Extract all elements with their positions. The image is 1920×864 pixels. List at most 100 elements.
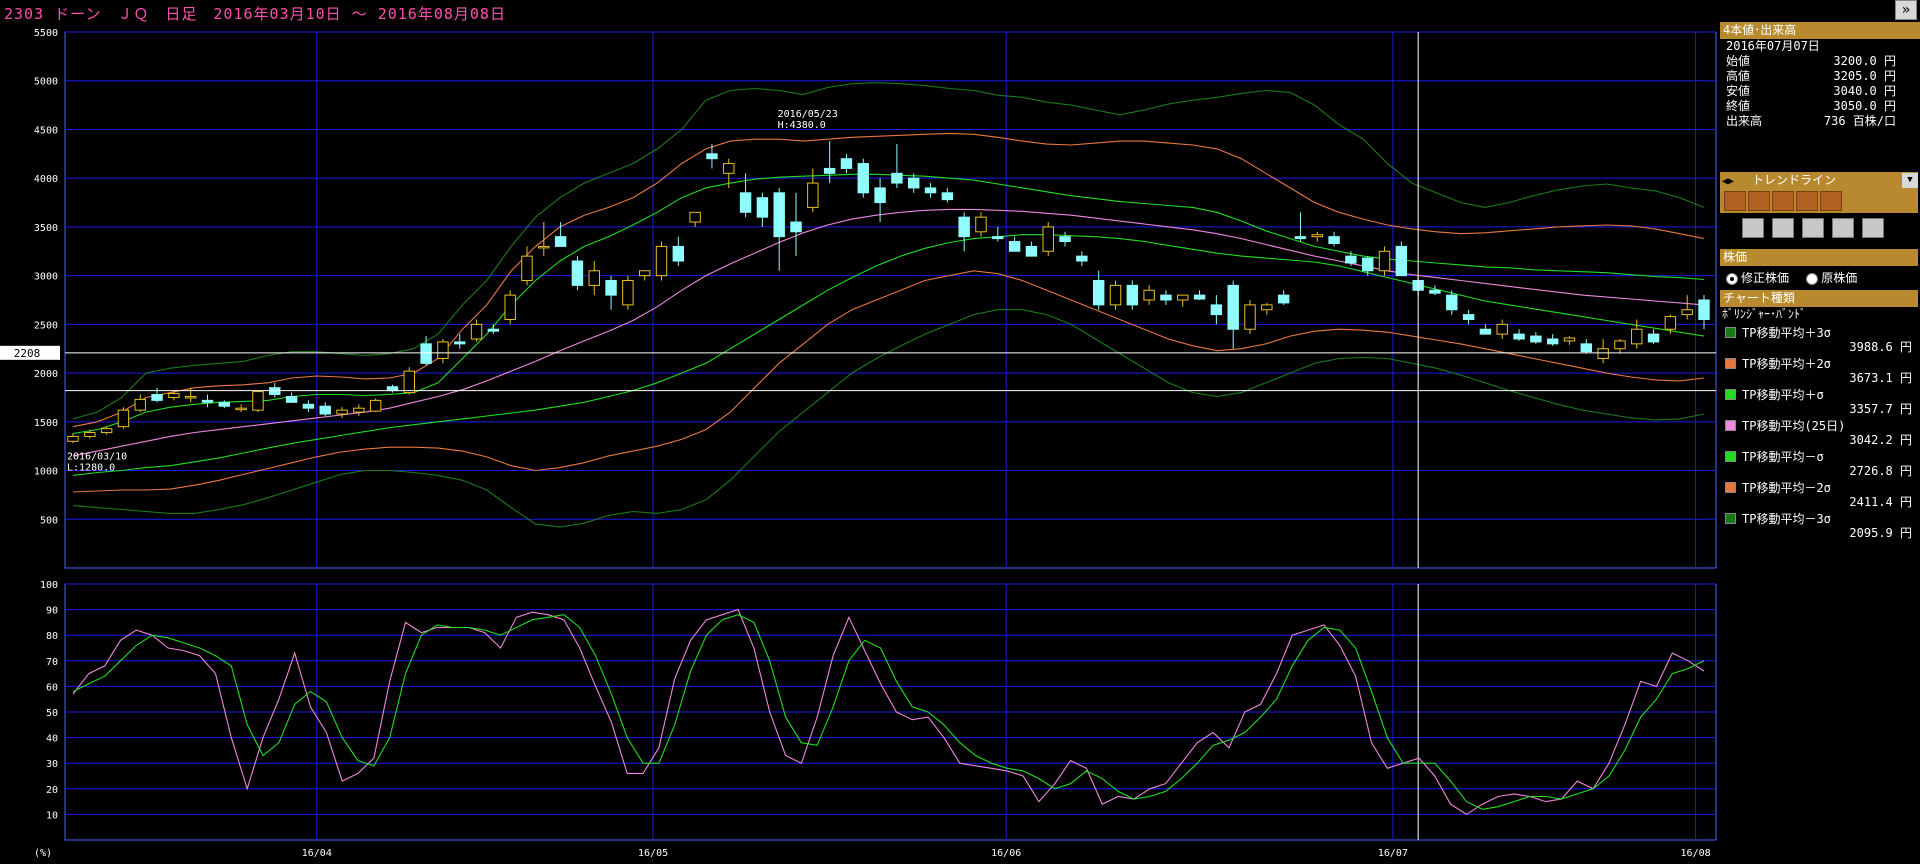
pointer-icon[interactable] (1742, 218, 1764, 238)
candle-body (941, 192, 954, 201)
candle-body (336, 409, 348, 415)
candle-body (1143, 289, 1155, 301)
candle-body (1244, 304, 1256, 330)
trend-tools (1720, 189, 1918, 213)
fan-tool-icon[interactable] (1748, 191, 1770, 211)
osc-y-unit-label: (%) (34, 848, 52, 859)
candle-body (790, 221, 802, 233)
candle-body (1597, 348, 1609, 359)
legend-value: 2726.8 円 (1849, 464, 1912, 478)
legend-item[interactable]: TP移動平均－2σ 2411.4 円 (1720, 477, 1918, 509)
candle-body (672, 245, 685, 262)
value-row: 出来高 736 百株/口 (1720, 114, 1920, 129)
candle-body (1563, 337, 1576, 342)
cursor-price-label: 2208 (14, 347, 41, 360)
candle-body (723, 163, 735, 174)
candle-body (1042, 226, 1054, 252)
candle-body (1698, 299, 1710, 320)
radio-adjusted[interactable]: 修正株価 (1726, 271, 1789, 285)
y-tick-label: 3000 (34, 272, 58, 283)
osc-y-tick-label: 60 (46, 682, 58, 693)
low-date-annotation: 2016/03/10 (67, 451, 127, 462)
candle-body (1277, 294, 1290, 304)
candle-body (1025, 245, 1038, 257)
candle-body (504, 294, 516, 320)
value-row: 安値 3040.0 円 (1720, 84, 1920, 99)
candle-body (874, 187, 886, 204)
legend-value: 3673.1 円 (1849, 371, 1912, 385)
candle-body (1446, 294, 1458, 311)
price-type-title: 株価 (1720, 249, 1918, 266)
candle-body (1378, 250, 1391, 272)
osc-y-tick-label: 30 (46, 759, 58, 770)
band-line (72, 82, 1705, 420)
candle-body (67, 435, 79, 442)
candle-body (1681, 309, 1693, 316)
candle-body (1395, 245, 1408, 277)
text-tool-icon[interactable] (1796, 191, 1818, 211)
value-label: 高値 (1726, 69, 1751, 83)
copy-icon[interactable] (1772, 218, 1794, 238)
high-value-annotation: H:4380.0 (778, 120, 826, 131)
paste-icon[interactable] (1802, 218, 1824, 238)
double-chevron-right-icon[interactable]: » (1895, 0, 1917, 20)
candle-body (1546, 338, 1559, 345)
y-tick-label: 5500 (34, 28, 58, 39)
side-panel: 4本値･出来高 2016年07月07日 始値 3200.0 円高値 3205.0 円… (1720, 22, 1920, 542)
legend-name: TP移動平均＋3σ (1742, 326, 1831, 340)
legend-item[interactable]: TP移動平均(25日) 3042.2 円 (1720, 415, 1918, 447)
osc-y-tick-label: 10 (46, 810, 58, 821)
candle-body (1076, 255, 1088, 262)
osc-y-tick-label: 90 (46, 606, 58, 617)
candle-body (1210, 304, 1223, 316)
delete-icon[interactable] (1832, 218, 1854, 238)
legend-item[interactable]: TP移動平均＋2σ 3673.1 円 (1720, 353, 1918, 385)
y-tick-label: 2000 (34, 369, 58, 380)
value-row: 高値 3205.0 円 (1720, 69, 1920, 84)
chevron-down-icon[interactable]: ▼ (1902, 173, 1918, 188)
legend-swatch (1725, 451, 1736, 462)
price-overlays: 2208 2016/05/23H:4380.0 2016/03/10L:1280.0 (0, 32, 1716, 568)
candle-body (622, 280, 634, 306)
legend: TP移動平均＋3σ 3988.6 円 TP移動平均＋2σ 3673.1 円 TP移動平均… (1720, 322, 1918, 540)
candle-body (1429, 289, 1441, 294)
value-label: 終値 (1726, 99, 1751, 113)
legend-value: 3357.7 円 (1849, 402, 1912, 416)
candle-body (117, 409, 130, 428)
candle-body (891, 172, 903, 184)
clear-all-icon[interactable] (1862, 218, 1884, 238)
price-axis-labels: 5500 5000 4500 4000 3500 3000 2500 2000 1500 1000… (34, 28, 58, 526)
y-tick-label: 2500 (34, 320, 58, 331)
candle-body (840, 158, 853, 169)
y-tick-label: 1500 (34, 418, 58, 429)
legend-item[interactable]: TP移動平均－3σ 2095.9 円 (1720, 508, 1918, 540)
low-value-annotation: L:1280.0 (67, 462, 115, 473)
nav-arrows-icon[interactable]: ◀▶ (1722, 176, 1735, 187)
channel-tool-icon[interactable] (1772, 191, 1794, 211)
candle-body (521, 255, 533, 282)
candle-body (201, 399, 214, 403)
value-amount: 3050.0 円 (1833, 99, 1896, 113)
candle-body (1227, 284, 1239, 330)
bollinger-bands (72, 82, 1705, 528)
candle-body (1462, 314, 1475, 320)
price-chart[interactable]: 2208 2016/05/23H:4380.0 2016/03/10L:1280.0… (0, 24, 1720, 572)
legend-name: TP移動平均＋σ (1742, 388, 1824, 402)
candle-body (1109, 284, 1122, 306)
band-line (72, 132, 1705, 428)
candle-body (1059, 236, 1071, 243)
candle-body (908, 177, 920, 189)
candle-body (386, 386, 399, 392)
arrow-tool-icon[interactable] (1820, 191, 1842, 211)
legend-item[interactable]: TP移動平均＋σ 3357.7 円 (1720, 384, 1918, 416)
oscillator-chart[interactable]: 100 90 80 70 60 50 40 30 20 10 16/04 16/05 16/06 16/0… (0, 578, 1720, 864)
legend-item[interactable]: TP移動平均＋3σ 3988.6 円 (1720, 322, 1918, 354)
legend-item[interactable]: TP移動平均－σ 2726.8 円 (1720, 446, 1918, 478)
line-tool-icon[interactable] (1724, 191, 1746, 211)
osc-y-tick-label: 70 (46, 657, 58, 668)
candle-body (1177, 294, 1189, 301)
osc-line (72, 608, 1705, 816)
chart-title: 2303 ドーン ＪＱ 日足 2016年03月10日 〜 2016年08月08日 (4, 5, 506, 23)
candle-body (1580, 343, 1593, 353)
radio-original[interactable]: 原株価 (1806, 271, 1857, 285)
